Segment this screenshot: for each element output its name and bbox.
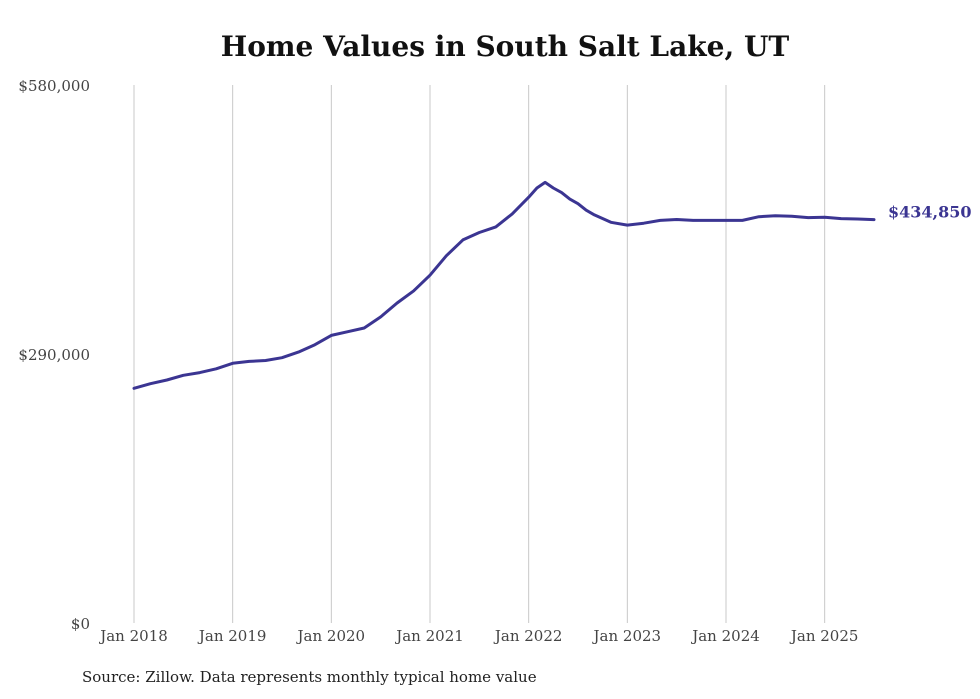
- x-axis-ticks: Jan 2018 Jan 2019 Jan 2020 Jan 2021 Jan 2022…: [98, 627, 858, 645]
- y-axis-ticks: $0 $290,000 $580,000: [18, 77, 90, 633]
- y-tick-label: $0: [71, 615, 90, 633]
- y-tick-label: $290,000: [18, 346, 90, 364]
- x-tick-label: Jan 2020: [296, 627, 366, 645]
- x-tick-label: Jan 2019: [197, 627, 267, 645]
- chart-title: Home Values in South Salt Lake, UT: [220, 30, 790, 63]
- series-line: [132, 180, 876, 390]
- source-note: Source: Zillow. Data represents monthly …: [82, 668, 537, 686]
- x-tick-label: Jan 2021: [394, 627, 464, 645]
- x-tick-label: Jan 2022: [493, 627, 563, 645]
- x-tick-label: Jan 2025: [789, 627, 859, 645]
- y-tick-label: $580,000: [18, 77, 90, 95]
- x-tick-label: Jan 2018: [98, 627, 168, 645]
- grid-lines: [133, 85, 826, 623]
- end-value-label: $434,850: [888, 203, 972, 222]
- x-tick-label: Jan 2023: [592, 627, 662, 645]
- x-tick-label: Jan 2024: [690, 627, 760, 645]
